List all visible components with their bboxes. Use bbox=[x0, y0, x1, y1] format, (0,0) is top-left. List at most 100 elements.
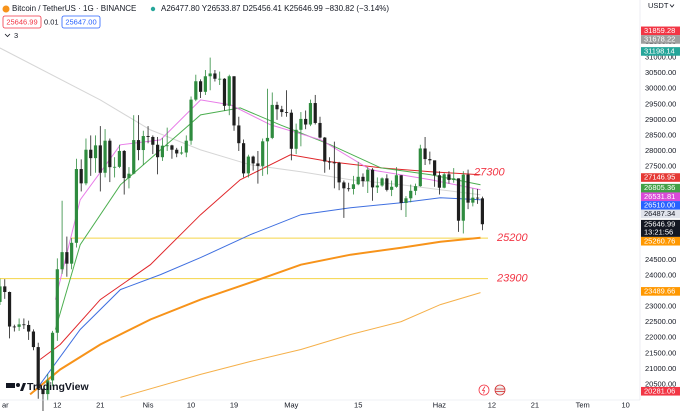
price-label-box bbox=[641, 192, 680, 202]
ma-line bbox=[120, 292, 481, 398]
price-label-box bbox=[641, 236, 680, 246]
candle-body bbox=[65, 252, 69, 264]
candle-body bbox=[284, 112, 289, 113]
candle-body bbox=[36, 347, 40, 389]
price-label: 26805.36 bbox=[644, 183, 675, 192]
x-tick-label: Tem bbox=[576, 400, 590, 409]
candle-body bbox=[241, 143, 246, 174]
price-label: 31859.28 bbox=[644, 26, 675, 35]
x-tick-label: 10 bbox=[621, 400, 629, 409]
candle-body bbox=[456, 178, 461, 221]
candle-body bbox=[179, 152, 184, 154]
candle-body bbox=[280, 109, 284, 113]
candle-body bbox=[370, 169, 375, 188]
x-tick-label: Haz bbox=[433, 400, 447, 409]
level-label: 30000 bbox=[321, 88, 352, 100]
candle-body bbox=[132, 140, 136, 174]
x-tick-label: 12 bbox=[488, 400, 496, 409]
candle-body bbox=[294, 129, 298, 149]
price-label-box bbox=[641, 386, 680, 396]
candle-body bbox=[375, 185, 379, 188]
candle-body bbox=[323, 137, 327, 162]
candle-body bbox=[146, 136, 150, 137]
candle-body bbox=[394, 175, 399, 187]
collapse-icon[interactable] bbox=[4, 33, 11, 38]
candle-body bbox=[275, 104, 279, 110]
event-icon bbox=[481, 386, 486, 394]
y-tick-label: 24000.00 bbox=[645, 270, 676, 279]
candle-body bbox=[246, 156, 250, 174]
candle-body bbox=[327, 161, 332, 163]
candle-body bbox=[170, 145, 174, 150]
price-label-box bbox=[641, 35, 680, 44]
candle-body bbox=[175, 149, 179, 154]
candle-body bbox=[127, 173, 131, 179]
candle-body bbox=[251, 156, 255, 164]
candle-body bbox=[84, 149, 88, 184]
currency[interactable]: USDT bbox=[648, 1, 669, 10]
candle-body bbox=[418, 148, 422, 187]
y-tick-label: 29000.00 bbox=[645, 115, 676, 124]
price-label: 25260.76 bbox=[644, 236, 675, 245]
price-label: 25646.99 bbox=[644, 219, 675, 228]
candle-body bbox=[347, 188, 351, 190]
price-label-box bbox=[641, 219, 680, 237]
candle-body bbox=[232, 76, 236, 126]
candle-body bbox=[70, 242, 74, 264]
candle-body bbox=[46, 380, 50, 395]
price-label: 20281.06 bbox=[644, 386, 675, 395]
y-tick-label: 22500.00 bbox=[645, 317, 676, 326]
flag-icon[interactable] bbox=[494, 384, 506, 396]
chart-title: Bitcoin / TetherUS · 1G · BINANCE bbox=[12, 4, 136, 13]
y-tick-label: 20500.00 bbox=[645, 379, 676, 388]
x-tick-label: 21 bbox=[96, 400, 104, 409]
candle-body bbox=[351, 184, 356, 189]
candle-body bbox=[270, 104, 274, 138]
candle-body bbox=[404, 198, 408, 203]
candle-body bbox=[261, 141, 265, 166]
event-icon[interactable] bbox=[478, 384, 490, 396]
price-label-box bbox=[641, 47, 680, 56]
candle-body bbox=[423, 148, 427, 160]
currency-caret[interactable] bbox=[669, 4, 675, 8]
y-tick-label: 21000.00 bbox=[645, 364, 676, 373]
candle-body bbox=[308, 103, 313, 125]
candle-body bbox=[93, 145, 98, 159]
candle-body bbox=[318, 122, 322, 138]
candle-body bbox=[356, 176, 360, 185]
candle-body bbox=[189, 99, 193, 141]
candle-body bbox=[3, 286, 7, 292]
candle-body bbox=[332, 162, 336, 164]
candle-body bbox=[156, 144, 160, 158]
price-label: 26531.81 bbox=[644, 192, 675, 201]
ma-line bbox=[29, 236, 481, 396]
level-label: 27300 bbox=[473, 167, 505, 179]
y-tick-label: 30500.00 bbox=[645, 68, 676, 77]
candle-body bbox=[117, 150, 122, 167]
candle-body bbox=[466, 174, 470, 203]
candle-body bbox=[222, 78, 227, 106]
candle-body bbox=[342, 182, 346, 189]
y-tick-label: 24500.00 bbox=[645, 255, 676, 264]
price-label: 31198.14 bbox=[644, 47, 675, 56]
candle-body bbox=[304, 118, 308, 125]
spread: 0.01 bbox=[44, 17, 59, 26]
candle-body bbox=[399, 175, 403, 203]
ma-line bbox=[54, 107, 481, 330]
candle-body bbox=[27, 324, 31, 332]
candle-body bbox=[256, 163, 260, 166]
candle-body bbox=[108, 140, 112, 168]
x-tick-label: ar bbox=[2, 400, 9, 409]
candle-body bbox=[60, 252, 64, 270]
ma-line bbox=[39, 197, 481, 385]
x-tick-label: 19 bbox=[230, 400, 238, 409]
x-tick-label: Nis bbox=[143, 400, 154, 409]
sell-box[interactable] bbox=[2, 15, 42, 29]
axis-labels: ar 12 21 Nis 10 19 May 15 Haz 12 21 Tem 10 20500.00 21… bbox=[2, 26, 680, 409]
candle-body bbox=[22, 324, 26, 326]
buy-box[interactable] bbox=[61, 15, 101, 29]
logo-mark bbox=[6, 383, 15, 388]
candle-body bbox=[299, 118, 303, 130]
candle-body bbox=[213, 73, 217, 79]
candle-body bbox=[113, 166, 117, 168]
